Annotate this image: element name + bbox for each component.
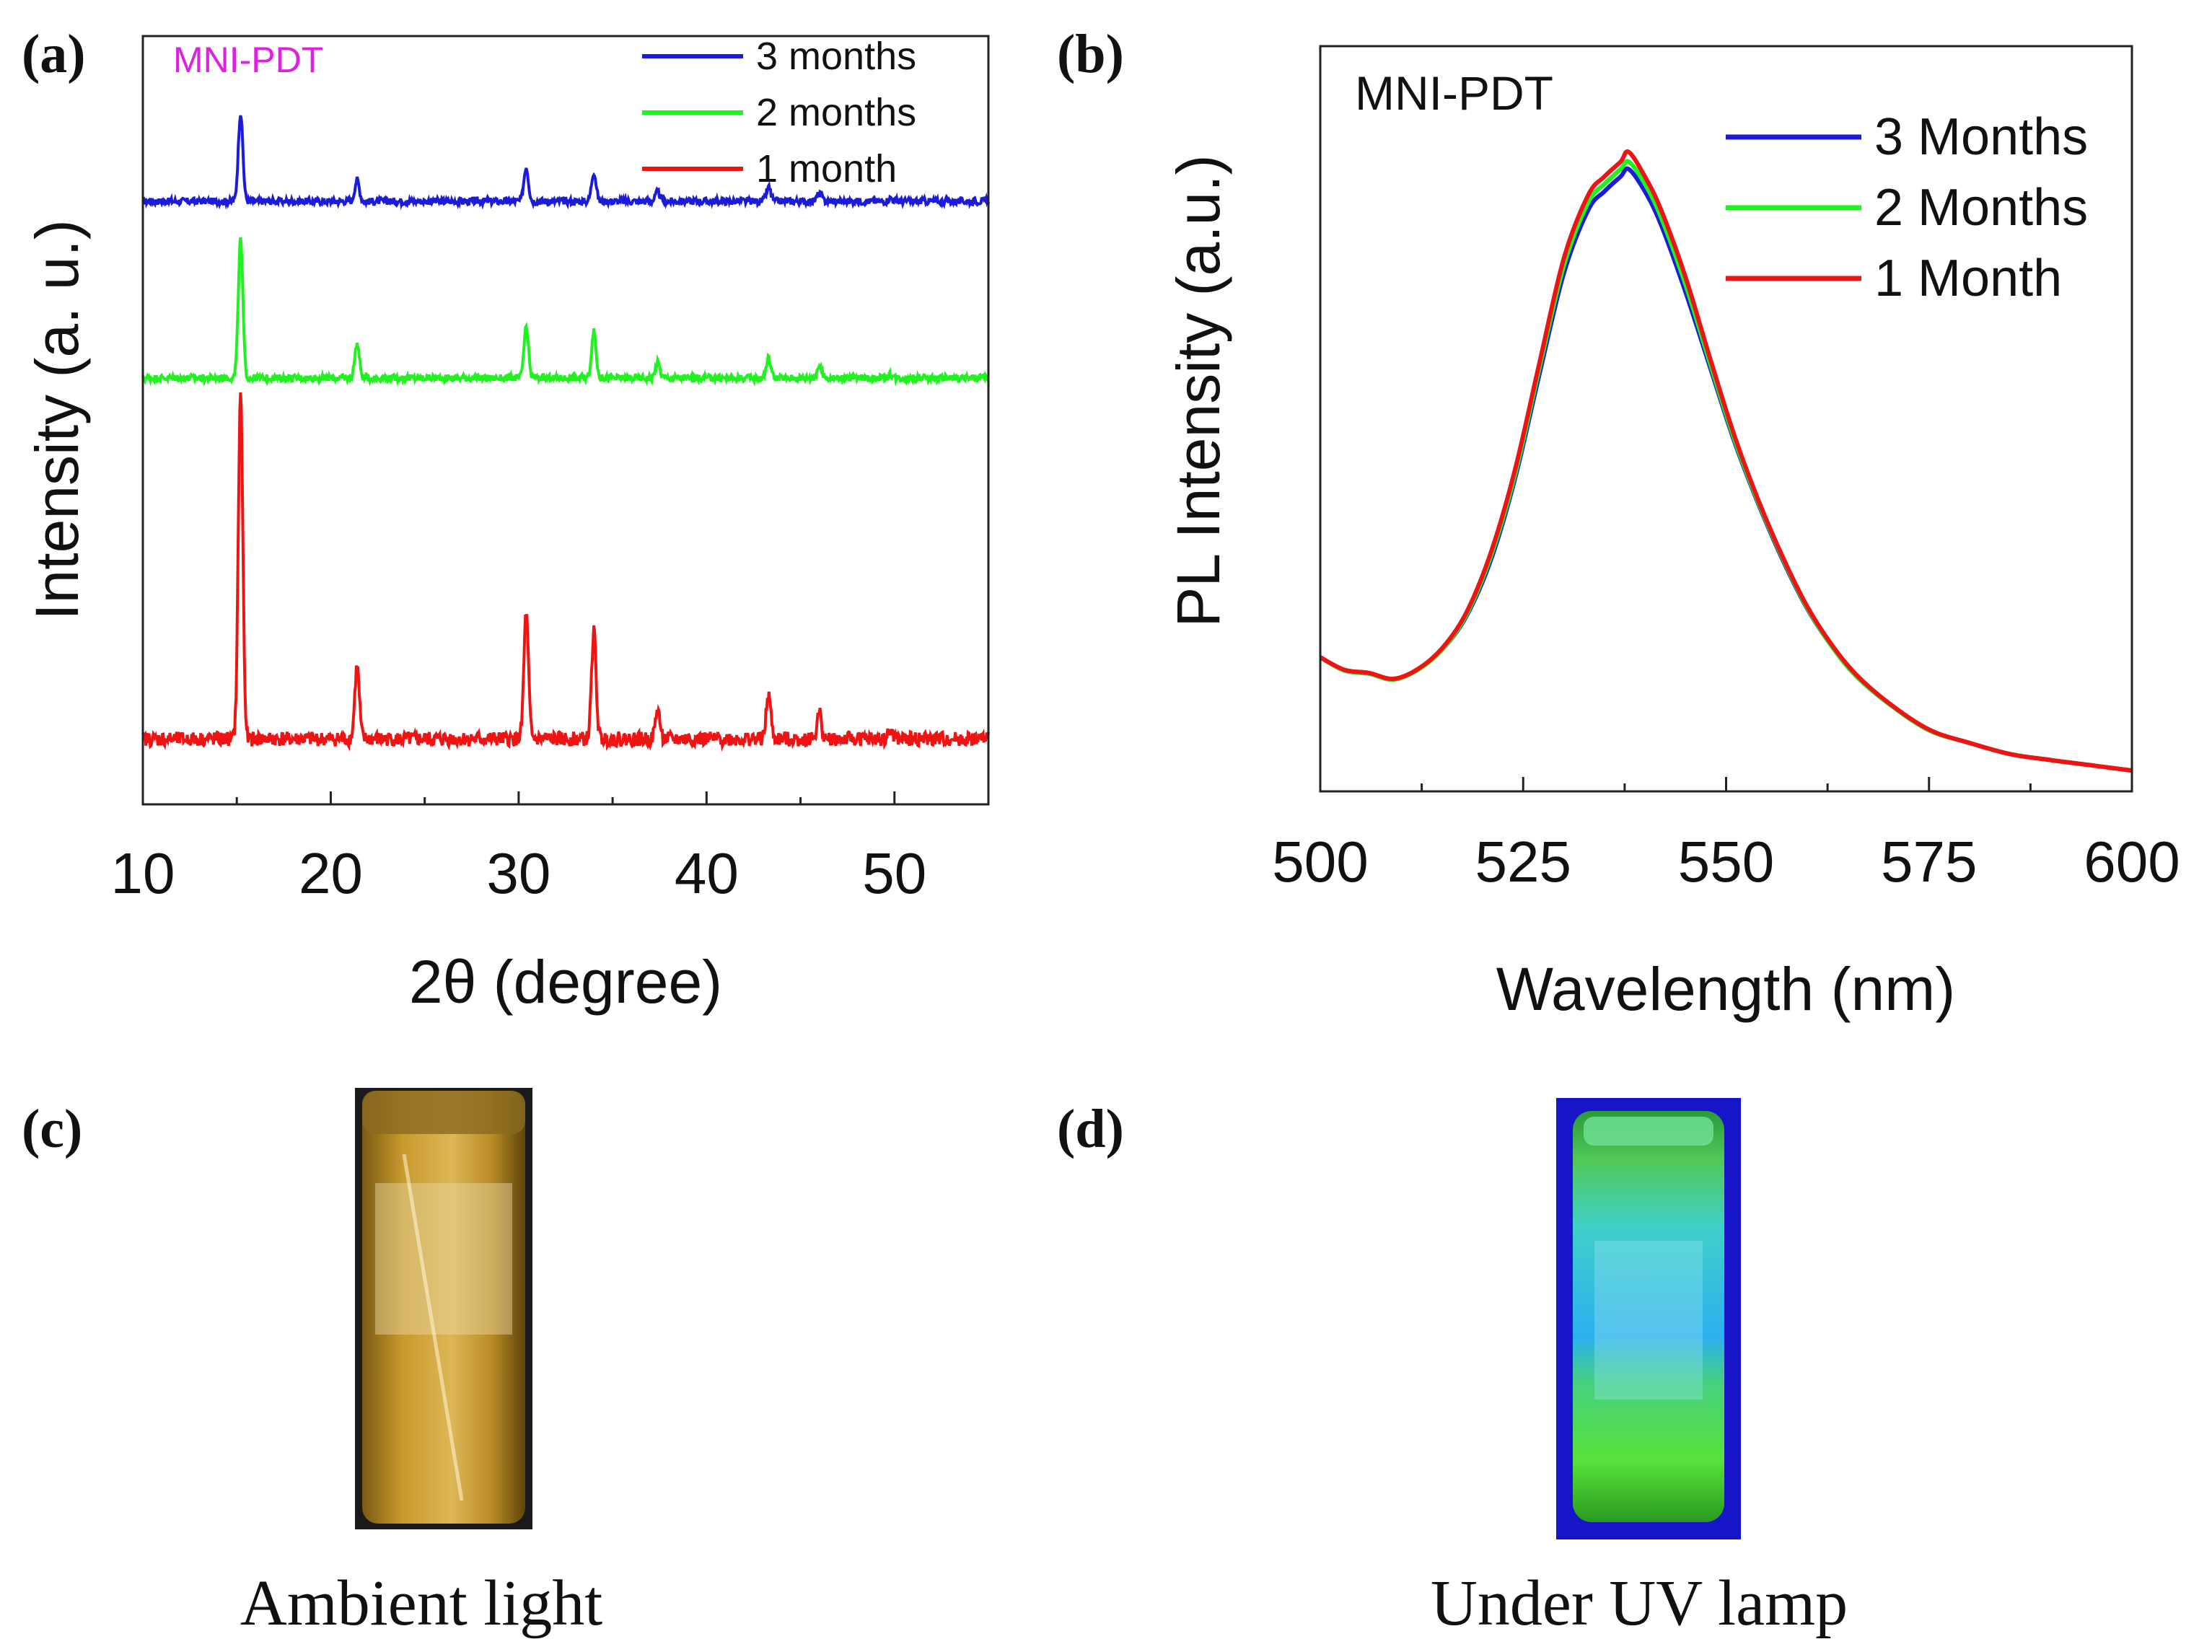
pl-x-tick-label: 550	[1678, 830, 1774, 894]
pl-legend-label: 1 Month	[1874, 250, 2062, 307]
pl-x-tick-label: 525	[1475, 830, 1571, 894]
xrd-series-1-month	[141, 392, 990, 752]
vial-ambient-label-patch	[375, 1183, 512, 1335]
xrd-plot-frame	[141, 35, 990, 806]
pl-y-axis-label: PL Intensity (a.u.)	[1164, 154, 1232, 627]
xrd-x-tick-label: 10	[111, 841, 175, 905]
vial-uv-label-patch	[1594, 1241, 1703, 1400]
pl-series-group	[1319, 149, 2133, 773]
xrd-y-axis-label: Intensity (a. u.)	[23, 219, 91, 620]
vial-uv-neck	[1584, 1117, 1713, 1146]
xrd-series-group	[141, 115, 990, 752]
panel-a-label: (a)	[22, 24, 86, 84]
panel-b-label: (b)	[1057, 24, 1124, 84]
xrd-x-tick-label: 30	[486, 841, 550, 905]
pl-sample-label: MNI-PDT	[1355, 66, 1553, 120]
caption-under-uv-lamp: Under UV lamp	[1431, 1568, 1848, 1639]
xrd-x-tick-label: 50	[862, 841, 926, 905]
pl-chart: 500 525 550 575 600 MNI-PDT 3 Months 2 Months…	[1164, 45, 2180, 1023]
pl-x-axis-label: Wavelength (nm)	[1496, 955, 1955, 1023]
xrd-x-tick-label: 20	[299, 841, 363, 905]
vial-uv-body	[1573, 1111, 1724, 1522]
xrd-series-3-months	[142, 115, 990, 211]
xrd-x-tick-label: 40	[675, 841, 739, 905]
xrd-legend-label: 1 month	[756, 147, 897, 190]
vial-ambient-reflection	[402, 1154, 464, 1501]
pl-x-tick-label: 600	[2084, 830, 2180, 894]
xrd-sample-label: MNI-PDT	[173, 40, 323, 80]
caption-ambient-light: Ambient light	[240, 1568, 602, 1639]
xrd-legend: 3 months 2 months 1 month	[642, 35, 916, 190]
xrd-chart: 10 20 30 40 50 MNI-PDT 3 months 2 months 1 mon…	[23, 35, 990, 1016]
vial-uv-photo	[1556, 1098, 1741, 1539]
panel-c-label: (c)	[22, 1099, 82, 1159]
vial-ambient-photo	[355, 1088, 532, 1529]
pl-legend: 3 Months 2 Months 1 Month	[1726, 108, 2088, 307]
xrd-legend-label: 3 months	[756, 35, 916, 78]
pl-legend-label: 2 Months	[1874, 179, 2088, 237]
panel-d-label: (d)	[1057, 1099, 1124, 1159]
pl-legend-label: 3 Months	[1874, 108, 2088, 166]
vial-ambient-neck	[362, 1091, 525, 1134]
xrd-series-2-months	[141, 237, 990, 387]
pl-x-tick-label: 500	[1272, 830, 1368, 894]
xrd-legend-label: 2 months	[756, 91, 916, 134]
pl-x-ticks: 500 525 550 575 600	[1272, 777, 2180, 894]
xrd-x-axis-label: 2θ (degree)	[409, 948, 722, 1016]
xrd-x-ticks: 10 20 30 40 50	[111, 791, 990, 905]
pl-x-tick-label: 575	[1881, 830, 1977, 894]
pl-series-1-Month	[1319, 149, 2133, 773]
vial-ambient-body	[362, 1091, 525, 1524]
